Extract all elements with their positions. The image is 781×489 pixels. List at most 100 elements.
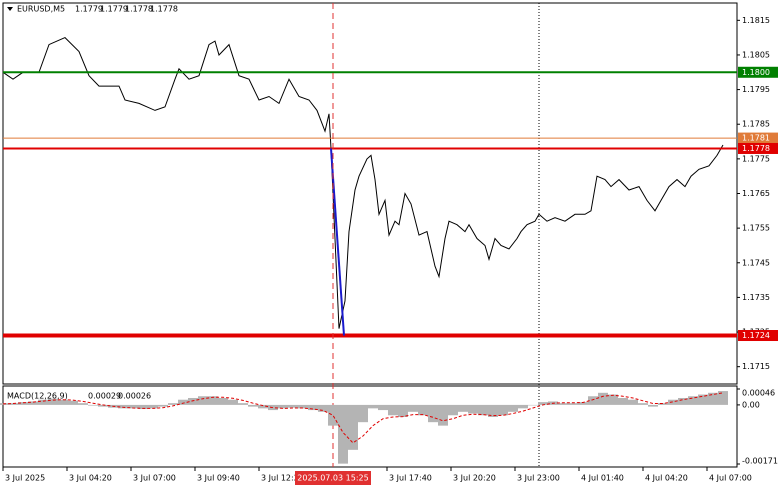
macd-bar bbox=[208, 396, 218, 405]
macd-bar bbox=[438, 404, 448, 426]
macd-bar bbox=[228, 399, 238, 405]
macd-bar bbox=[488, 404, 498, 417]
macd-bar bbox=[238, 403, 248, 405]
macd-bar bbox=[668, 399, 678, 405]
macd-bar bbox=[198, 396, 208, 405]
y-tick-label: -0.00171 bbox=[742, 457, 778, 466]
level-label: 1.1778 bbox=[742, 144, 770, 153]
macd-bar bbox=[708, 392, 718, 405]
y-tick-label: 1.1735 bbox=[742, 293, 770, 302]
macd-title: MACD(12,26,9) bbox=[7, 392, 68, 401]
macd-bar bbox=[248, 404, 258, 407]
macd-bar bbox=[88, 404, 98, 406]
macd-bar bbox=[68, 400, 78, 405]
x-tick-label: 3 Jul 09:40 bbox=[197, 474, 240, 483]
macd-panel bbox=[2, 385, 738, 468]
quote-value: 1.1778 bbox=[150, 5, 178, 14]
level-label-box bbox=[738, 132, 778, 144]
macd-bar bbox=[318, 404, 328, 412]
macd-bar bbox=[38, 399, 48, 405]
macd-bar bbox=[148, 404, 158, 409]
y-tick-label: 1.1715 bbox=[742, 362, 770, 371]
macd-bar bbox=[578, 402, 588, 405]
macd-bar bbox=[128, 404, 138, 409]
quote-value: 1.1778 bbox=[125, 5, 153, 14]
macd-bar bbox=[528, 404, 538, 406]
y-tick-label: 0.00046 bbox=[742, 389, 775, 398]
macd-bar bbox=[408, 404, 418, 412]
macd-bar bbox=[398, 404, 408, 417]
x-tick-label: 3 Jul 17:40 bbox=[389, 474, 432, 483]
macd-bar bbox=[8, 403, 18, 405]
x-tick-label: 3 Jul 2025 bbox=[5, 474, 45, 483]
macd-bar bbox=[288, 404, 298, 408]
macd-bar bbox=[658, 403, 668, 405]
macd-bar bbox=[18, 402, 28, 405]
y-tick-label: 1.1795 bbox=[742, 85, 770, 94]
macd-reading: 0.00026 bbox=[118, 392, 151, 401]
macd-bar bbox=[448, 404, 458, 416]
level-label: 1.1800 bbox=[742, 68, 770, 77]
macd-bar bbox=[638, 403, 648, 405]
macd-bar bbox=[628, 399, 638, 405]
level-label-box bbox=[738, 142, 778, 154]
x-tick-label: 4 Jul 04:20 bbox=[645, 474, 688, 483]
macd-bar bbox=[478, 404, 488, 416]
signal-line bbox=[2, 392, 724, 444]
macd-bar bbox=[308, 404, 318, 411]
macd-bar bbox=[608, 394, 618, 405]
macd-bar bbox=[98, 404, 108, 407]
macd-bar bbox=[328, 404, 338, 426]
macd-bar bbox=[458, 404, 468, 412]
cursor-label-box bbox=[295, 471, 371, 485]
macd-bar bbox=[388, 404, 398, 416]
quote-value: 1.1779 bbox=[100, 5, 128, 14]
macd-bar bbox=[158, 404, 168, 407]
macd-bar bbox=[508, 404, 518, 412]
y-tick-label: 1.1785 bbox=[742, 120, 770, 129]
symbol: EURUSD,M5 bbox=[17, 5, 65, 14]
macd-bar bbox=[338, 404, 348, 464]
macd-bar bbox=[378, 404, 388, 411]
macd-bar bbox=[428, 404, 438, 423]
x-tick-label: 4 Jul 01:40 bbox=[581, 474, 624, 483]
cursor-label: 2025.07.03 15:25 bbox=[297, 474, 368, 483]
macd-bar bbox=[218, 397, 228, 405]
macd-bar bbox=[718, 391, 728, 405]
macd-bar bbox=[258, 404, 268, 409]
y-tick-label: 1.1805 bbox=[742, 50, 770, 59]
macd-bar bbox=[518, 404, 528, 409]
macd-bar bbox=[278, 404, 288, 409]
macd-bar bbox=[648, 404, 658, 407]
y-tick-label: 1.1755 bbox=[742, 224, 770, 233]
macd-bar bbox=[358, 404, 368, 423]
y-tick-label: 1.1815 bbox=[742, 16, 770, 25]
macd-reading: 0.00029 bbox=[88, 392, 121, 401]
y-tick-label: 0.00 bbox=[742, 400, 760, 409]
macd-bar bbox=[468, 404, 478, 414]
level-label-box bbox=[738, 330, 778, 342]
macd-bar bbox=[78, 403, 88, 405]
macd-bar bbox=[698, 394, 708, 405]
macd-bar bbox=[598, 392, 608, 405]
macd-bar bbox=[348, 404, 358, 450]
macd-bar bbox=[368, 404, 378, 409]
y-tick-label: 1.1745 bbox=[742, 258, 770, 267]
quote-value: 1.1779 bbox=[75, 5, 103, 14]
x-tick-label: 3 Jul 04:20 bbox=[69, 474, 112, 483]
macd-bar bbox=[58, 399, 68, 405]
macd-bar bbox=[618, 397, 628, 405]
level-label: 1.1781 bbox=[742, 134, 770, 143]
x-tick-label: 3 Jul 20:20 bbox=[453, 474, 496, 483]
menu-arrow bbox=[7, 7, 13, 11]
macd-bar bbox=[418, 404, 428, 416]
macd-bar bbox=[538, 402, 548, 405]
macd-bar bbox=[188, 397, 198, 405]
macd-bar bbox=[168, 403, 178, 405]
macd-bar bbox=[498, 404, 508, 416]
level-label: 1.1724 bbox=[742, 331, 770, 340]
x-tick-label: 3 Jul 07:00 bbox=[133, 474, 176, 483]
